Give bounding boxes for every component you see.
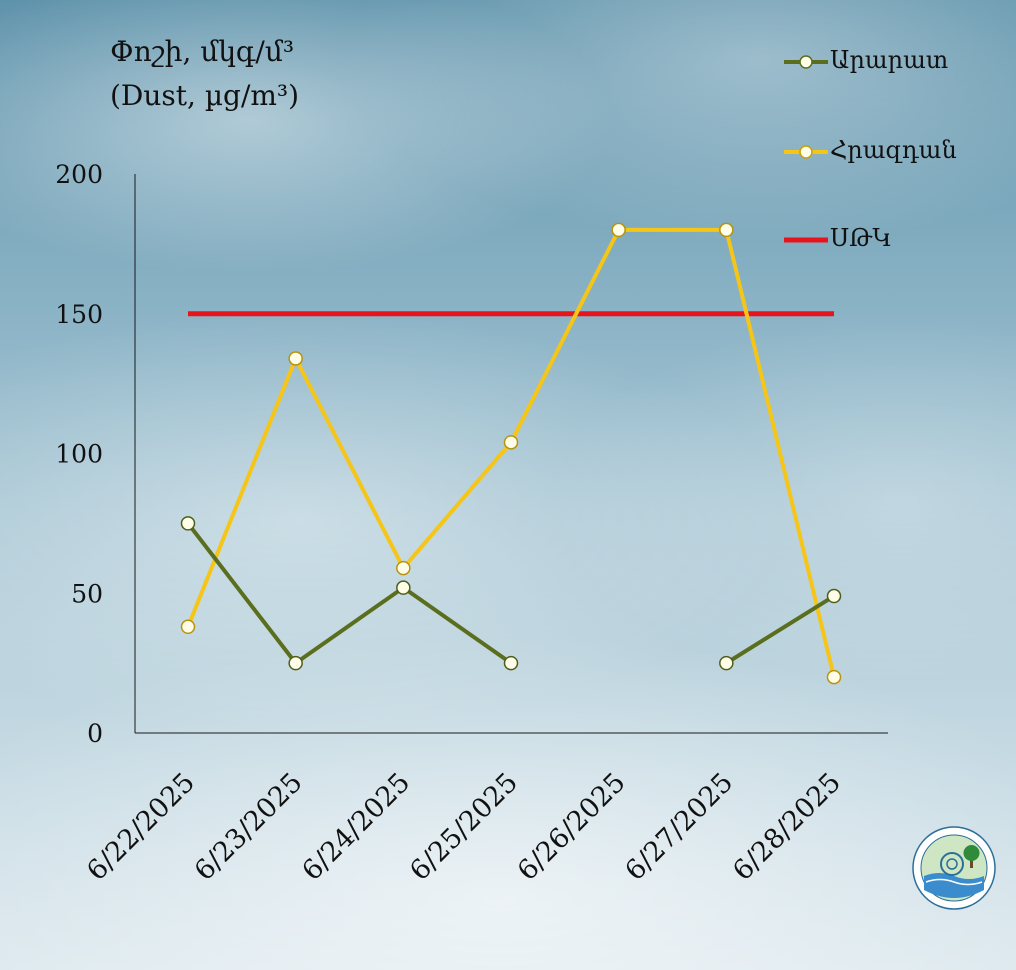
series-segment-ararat <box>724 594 836 666</box>
legend-marker-ararat <box>784 55 828 69</box>
series-segment-hrazdan <box>724 227 836 680</box>
y-tick-labels: 0 50 100 150 200 <box>55 160 103 748</box>
y-tick-label: 100 <box>55 440 103 469</box>
data-point-hrazdan <box>180 619 196 635</box>
legend-marker-hrazdan <box>784 145 828 159</box>
y-tick-label: 50 <box>71 579 103 608</box>
legend-label-hrazdan: Հրազդան <box>830 136 957 164</box>
x-tick-label: 6/26/2025 <box>512 767 632 887</box>
x-tick-label: 6/24/2025 <box>296 767 416 887</box>
y-tick-label: 200 <box>55 160 103 189</box>
y-axis-title-armenian: Փոշի, մկգ/մ³ <box>110 35 295 68</box>
legend-label-mac: ՍԹԿ <box>830 224 892 252</box>
x-tick-label: 6/25/2025 <box>404 767 524 887</box>
data-point-hrazdan <box>396 560 411 576</box>
data-point-hrazdan <box>719 222 734 238</box>
data-point-ararat <box>180 516 196 531</box>
legend-label-ararat: Արարատ <box>830 46 949 74</box>
data-point-hrazdan <box>288 351 303 366</box>
series-segment-hrazdan <box>401 440 513 571</box>
points-layer <box>180 222 842 685</box>
series-segment-hrazdan <box>509 227 621 445</box>
x-tick-label: 6/27/2025 <box>619 767 739 887</box>
data-point-ararat <box>396 580 411 595</box>
x-tick-label: 6/22/2025 <box>81 767 201 887</box>
data-point-ararat <box>288 655 303 671</box>
data-point-ararat <box>826 588 842 604</box>
data-point-hrazdan <box>503 435 519 450</box>
x-tick-label: 6/28/2025 <box>727 767 847 887</box>
legend-item-ararat: Արարատ <box>784 42 1004 82</box>
y-axis-title-english: (Dust, µg/m³) <box>110 79 300 112</box>
series-segment-ararat <box>293 585 406 666</box>
series-segment-hrazdan <box>186 356 298 629</box>
y-tick-label: 0 <box>87 719 103 748</box>
x-tick-label: 6/23/2025 <box>189 767 309 887</box>
legend-marker-mac <box>784 237 828 243</box>
data-point-ararat <box>719 655 734 671</box>
legend-item-hrazdan: Հրազդան <box>784 132 1004 172</box>
y-axis-title: Փոշի, մկգ/մ³ (Dust, µg/m³) <box>110 30 299 118</box>
series-layer <box>186 227 836 680</box>
series-segment-ararat <box>186 521 298 666</box>
data-point-hrazdan <box>611 222 626 238</box>
series-segment-ararat <box>401 585 513 666</box>
x-tick-labels: 6/22/20256/23/20256/24/20256/25/20256/26… <box>81 767 847 887</box>
y-tick-label: 150 <box>55 300 103 329</box>
legend-item-mac: ՍԹԿ <box>784 220 1004 260</box>
data-point-hrazdan <box>826 669 842 685</box>
axes <box>134 174 888 734</box>
organization-logo <box>912 826 996 910</box>
series-segment-hrazdan <box>293 356 406 571</box>
data-point-ararat <box>503 655 519 671</box>
